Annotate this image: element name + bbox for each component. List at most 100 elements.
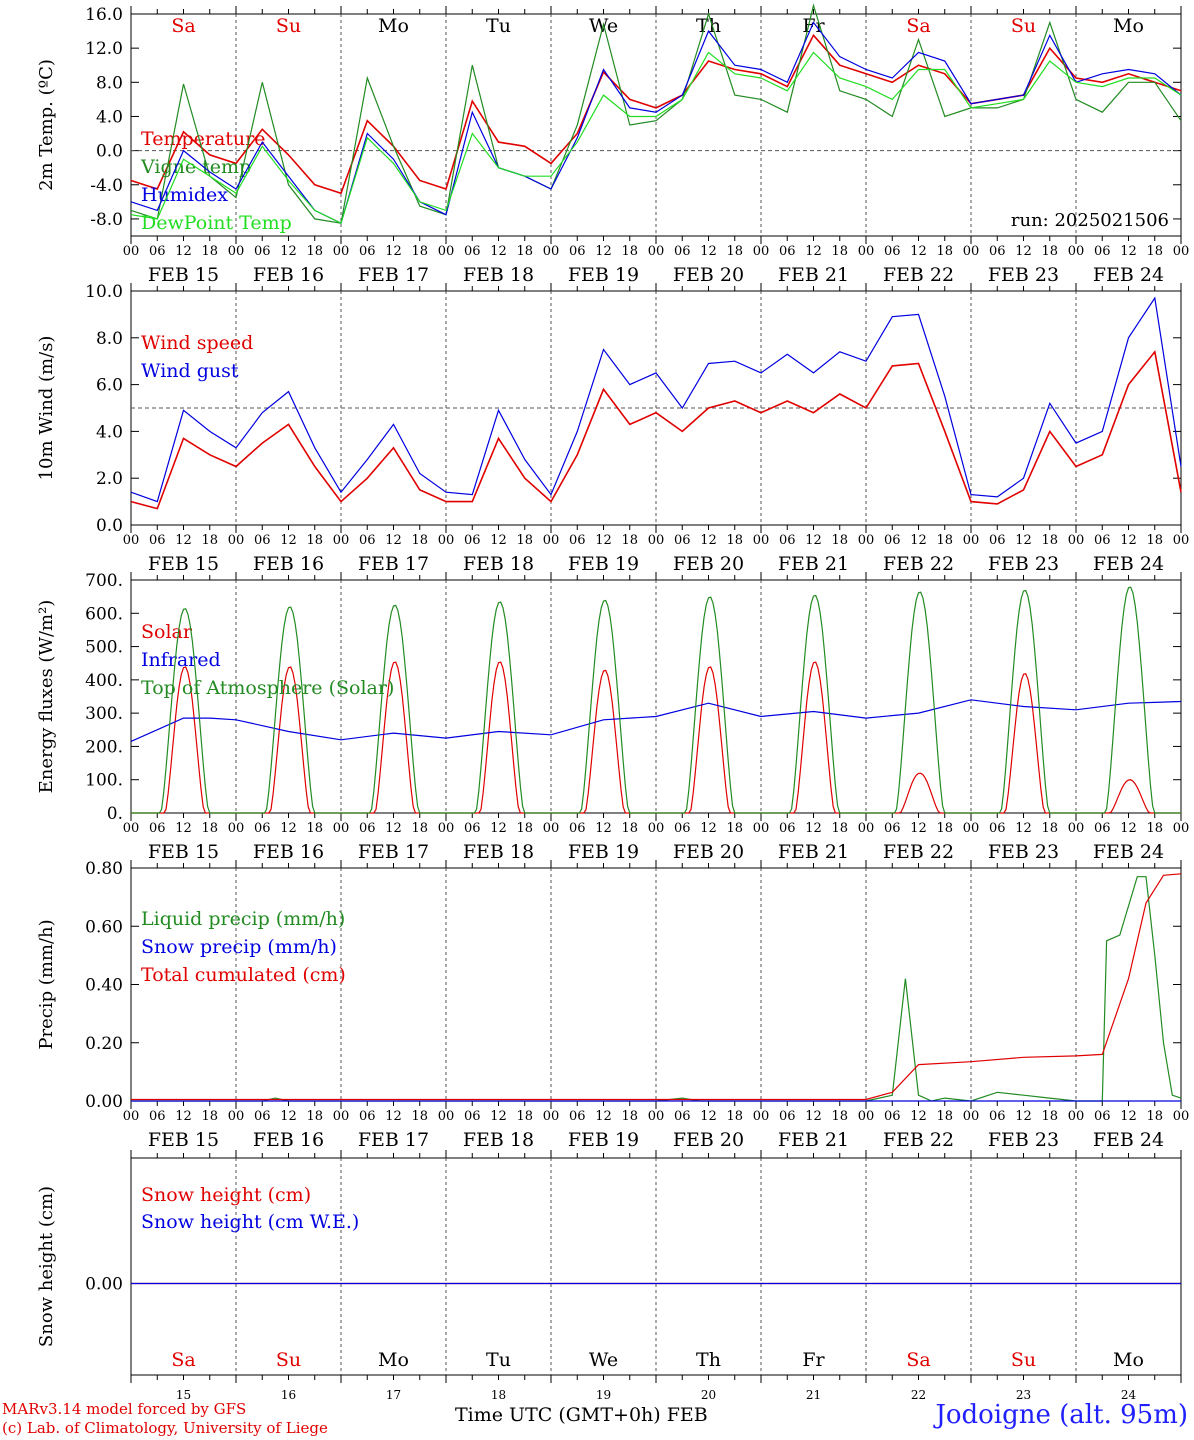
x-hour-label: 18: [1041, 821, 1058, 836]
x-hour-label: 00: [438, 244, 455, 259]
legend-entry: Infrared: [141, 649, 221, 671]
weekday-label: Mo: [378, 15, 409, 37]
y-tick-label: -4.0: [90, 176, 123, 196]
x-hour-label: 00: [543, 533, 560, 548]
x-hour-label: 12: [700, 821, 717, 836]
x-hour-label: 18: [1041, 244, 1058, 259]
series-line: [131, 586, 1181, 814]
y-tick-label: 2.0: [96, 469, 123, 489]
x-hour-label: 06: [989, 1109, 1006, 1124]
x-date-label: FEB 20: [673, 1129, 744, 1151]
x-date-label: FEB 21: [778, 553, 849, 575]
series-line: [131, 873, 1182, 1101]
x-hour-label: 06: [569, 244, 586, 259]
y-tick-label: 4.0: [96, 107, 123, 127]
y-tick-label: 16.0: [85, 5, 123, 25]
x-hour-label: 12: [280, 244, 297, 259]
x-hour-label: 18: [726, 1109, 743, 1124]
x-date-label: FEB 21: [778, 841, 849, 863]
x-hour-label: 18: [201, 821, 218, 836]
x-hour-label: 12: [700, 533, 717, 548]
x-hour-label: 18: [411, 533, 428, 548]
x-hour-label: 18: [831, 1109, 848, 1124]
y-tick-label: 600.: [85, 604, 123, 624]
x-date-label: FEB 21: [778, 1129, 849, 1151]
x-hour-label: 06: [1094, 533, 1111, 548]
x-hour-label: 12: [175, 1109, 192, 1124]
x-day-number: 22: [911, 1388, 926, 1402]
x-hour-label: 12: [490, 821, 507, 836]
y-tick-label: 0.0: [96, 516, 123, 536]
x-hour-label: 00: [1173, 244, 1190, 259]
series-line: [130, 21, 1182, 225]
x-date-label: FEB 16: [253, 1129, 324, 1151]
y-axis-label: 10m Wind (m/s): [36, 336, 57, 481]
x-hour-label: 00: [1068, 533, 1085, 548]
x-hour-label: 00: [1173, 821, 1190, 836]
x-hour-label: 00: [228, 244, 245, 259]
x-date-label: FEB 19: [568, 264, 639, 286]
x-date-label: FEB 21: [778, 264, 849, 286]
x-hour-label: 12: [805, 1109, 822, 1124]
x-date-label: FEB 19: [568, 553, 639, 575]
y-tick-label: 8.0: [96, 73, 123, 93]
x-hour-label: 06: [989, 821, 1006, 836]
x-date-label: FEB 23: [988, 841, 1059, 863]
legend-entry: Temperature: [141, 128, 265, 150]
x-hour-label: 06: [674, 533, 691, 548]
x-hour-label: 06: [254, 244, 271, 259]
x-hour-label: 00: [1068, 244, 1085, 259]
x-hour-label: 12: [1015, 821, 1032, 836]
y-tick-label: 0.00: [85, 1275, 123, 1295]
x-date-label: FEB 20: [673, 553, 744, 575]
x-hour-label: 00: [333, 1109, 350, 1124]
x-date-label: FEB 22: [883, 264, 954, 286]
x-hour-label: 00: [228, 533, 245, 548]
x-hour-label: 12: [595, 1109, 612, 1124]
x-hour-label: 06: [674, 1109, 691, 1124]
x-hour-label: 00: [648, 1109, 665, 1124]
x-day-number: 23: [1016, 1388, 1031, 1402]
y-tick-label: 0.80: [85, 859, 123, 879]
y-tick-label: 0.60: [85, 917, 123, 937]
x-day-number: 20: [701, 1388, 716, 1402]
y-axis-label: 2m Temp. (ºC): [36, 59, 57, 191]
x-hour-label: 18: [936, 244, 953, 259]
x-hour-label: 06: [884, 821, 901, 836]
x-hour-label: 12: [595, 821, 612, 836]
x-date-label: FEB 15: [148, 1129, 219, 1151]
weekday-label: Tu: [486, 15, 511, 37]
x-hour-label: 00: [438, 533, 455, 548]
x-hour-label: 18: [201, 533, 218, 548]
x-date-label: FEB 22: [883, 841, 954, 863]
legend-entry: Snow height (cm): [141, 1184, 311, 1206]
x-hour-label: 18: [516, 533, 533, 548]
x-hour-label: 00: [438, 821, 455, 836]
x-date-label: FEB 20: [673, 264, 744, 286]
x-hour-label: 12: [700, 244, 717, 259]
x-hour-label: 18: [726, 533, 743, 548]
y-tick-label: 4.0: [96, 422, 123, 442]
x-hour-label: 18: [936, 1109, 953, 1124]
x-hour-label: 18: [306, 821, 323, 836]
x-date-label: FEB 15: [148, 264, 219, 286]
legend-entry: Total cumulated (cm): [141, 964, 346, 986]
x-hour-label: 00: [1068, 1109, 1085, 1124]
y-tick-label: 0.0: [96, 142, 123, 162]
x-hour-label: 12: [385, 821, 402, 836]
x-hour-label: 00: [1173, 533, 1190, 548]
x-date-label: FEB 24: [1093, 841, 1164, 863]
y-tick-label: 8.0: [96, 329, 123, 349]
weekday-label: Sa: [906, 15, 930, 37]
x-hour-label: 00: [123, 821, 140, 836]
y-tick-label: 400.: [85, 671, 123, 691]
x-hour-label: 12: [1120, 821, 1137, 836]
x-hour-label: 06: [989, 244, 1006, 259]
x-hour-label: 18: [411, 244, 428, 259]
x-hour-label: 12: [280, 533, 297, 548]
x-hour-label: 12: [910, 533, 927, 548]
x-hour-label: 18: [831, 821, 848, 836]
weekday-label: Th: [696, 1349, 721, 1371]
x-hour-label: 18: [726, 821, 743, 836]
x-date-label: FEB 23: [988, 553, 1059, 575]
